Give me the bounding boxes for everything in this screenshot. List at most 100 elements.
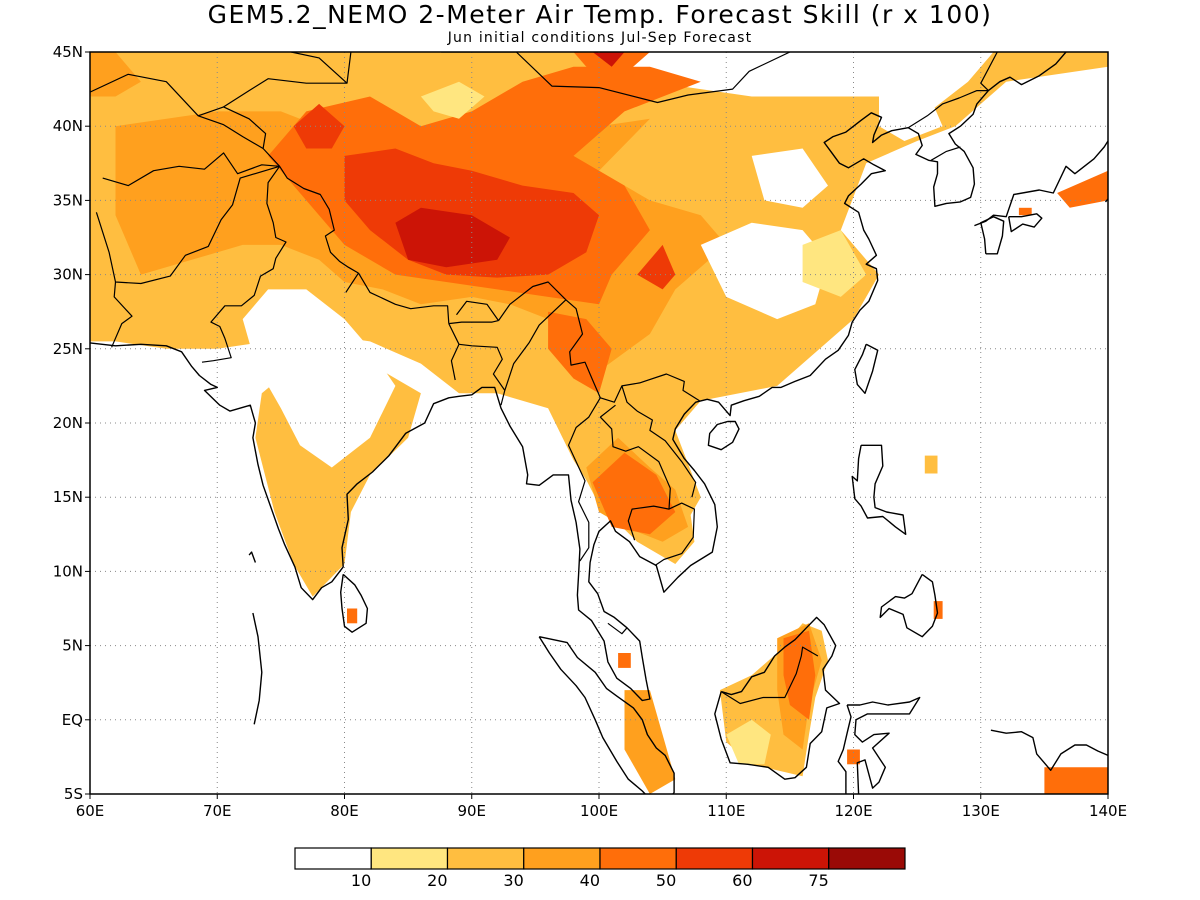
border-0 xyxy=(102,152,280,187)
lon-label: 130E xyxy=(962,802,1000,820)
colorbar: 10 20 30 40 50 60 75 xyxy=(294,847,906,890)
border-23 xyxy=(290,52,348,84)
skill-region-24 xyxy=(420,81,485,119)
skill-region-33 xyxy=(1018,207,1032,216)
coastline-4 xyxy=(538,636,675,794)
skill-region-21 xyxy=(751,148,828,208)
skill-region-5 xyxy=(90,52,141,97)
lon-label: 110E xyxy=(707,802,745,820)
colorbar-label: 20 xyxy=(427,871,447,890)
colorbar-label: 10 xyxy=(351,871,371,890)
lat-label: 35N xyxy=(53,191,83,209)
coastline-11 xyxy=(980,215,1005,255)
skill-region-8 xyxy=(624,690,676,794)
border-4 xyxy=(198,115,264,150)
coastline-14 xyxy=(252,612,263,725)
map-subtitle: Jun initial conditions Jul-Sep Forecast xyxy=(447,30,753,46)
skill-region-20 xyxy=(700,222,828,320)
border-8 xyxy=(357,272,450,324)
lat-label: 30N xyxy=(53,266,83,284)
skill-region-30 xyxy=(1044,767,1108,794)
skill-region-13 xyxy=(783,630,816,720)
border-2 xyxy=(111,281,133,348)
colorbar-swatch-6 xyxy=(751,847,830,870)
colorbar-swatch-4 xyxy=(599,847,677,870)
border-1 xyxy=(95,165,280,285)
skill-region-16 xyxy=(637,244,676,290)
colorbar-swatch-1 xyxy=(370,847,449,870)
colorbar-label: 50 xyxy=(656,871,676,890)
border-9 xyxy=(345,272,360,293)
colorbar-label: 40 xyxy=(580,871,600,890)
border-26 xyxy=(980,52,998,92)
skill-region-29 xyxy=(618,653,631,668)
colorbar-swatch-0 xyxy=(294,847,372,870)
border-28 xyxy=(930,146,961,161)
border-27 xyxy=(907,89,989,129)
lat-label: 10N xyxy=(53,562,83,580)
lon-label: 100E xyxy=(580,802,618,820)
border-22 xyxy=(607,622,628,635)
border-7 xyxy=(201,165,287,363)
border-25 xyxy=(821,52,823,53)
skill-region-28 xyxy=(347,608,358,624)
latitude-labels: 45N 40N 35N 30N 25N 20N 15N 10N 5N EQ 5S xyxy=(53,43,90,803)
border-6 xyxy=(279,165,359,274)
map-gridlines xyxy=(90,52,1108,794)
lat-label: 40N xyxy=(53,117,83,135)
colorbar-swatch-2 xyxy=(446,847,525,870)
lat-label: 20N xyxy=(53,414,83,432)
longitude-labels: 60E 70E 80E 90E 100E 110E 120E 130E 140E xyxy=(76,794,1127,820)
coastline-6 xyxy=(837,696,921,794)
lon-label: 120E xyxy=(834,802,872,820)
skill-region-19 xyxy=(242,289,396,468)
coastlines xyxy=(90,52,1108,794)
border-24 xyxy=(441,52,791,104)
border-15 xyxy=(504,299,567,391)
lon-label: 140E xyxy=(1089,802,1127,820)
skill-region-17 xyxy=(395,207,510,268)
lon-label: 60E xyxy=(76,802,105,820)
coastline-12 xyxy=(1008,213,1043,233)
skill-region-11 xyxy=(592,452,676,535)
coastline-1 xyxy=(340,573,369,633)
skill-shading xyxy=(90,52,1108,794)
coastline-9 xyxy=(990,729,1108,771)
colorbar-label: 30 xyxy=(503,871,523,890)
colorbar-label: 75 xyxy=(808,871,828,890)
coastline-10 xyxy=(974,140,1108,227)
lon-label: 90E xyxy=(457,802,486,820)
border-21 xyxy=(621,385,697,498)
border-10 xyxy=(448,320,499,325)
coastline-2 xyxy=(707,420,740,451)
skill-region-15 xyxy=(293,103,345,149)
border-17 xyxy=(567,397,601,562)
border-29 xyxy=(720,646,819,705)
colorbar-swatch-3 xyxy=(523,847,601,870)
coastline-3 xyxy=(854,343,879,394)
colorbar-swatch-7 xyxy=(828,847,906,870)
skill-region-25 xyxy=(726,719,771,765)
border-12 xyxy=(498,281,567,321)
skill-region-23 xyxy=(802,230,867,297)
lon-label: 70E xyxy=(203,802,232,820)
lon-label: 80E xyxy=(330,802,359,820)
border-18 xyxy=(599,404,616,418)
coastline-5 xyxy=(714,616,841,780)
lat-label: 45N xyxy=(53,43,83,61)
border-20 xyxy=(654,502,696,566)
lat-label: 5S xyxy=(64,785,83,803)
country-borders xyxy=(90,52,998,705)
colorbar-label: 60 xyxy=(732,871,752,890)
skill-region-12 xyxy=(548,311,612,394)
skill-region-26 xyxy=(924,455,938,474)
border-11 xyxy=(456,300,499,321)
border-19 xyxy=(599,416,671,541)
colorbar-swatch-5 xyxy=(675,847,754,870)
lat-label: 5N xyxy=(62,637,83,655)
coastline-0 xyxy=(90,52,1067,702)
skill-region-32 xyxy=(1057,170,1108,208)
coastline-15 xyxy=(248,551,257,563)
coastline-7 xyxy=(851,444,907,535)
